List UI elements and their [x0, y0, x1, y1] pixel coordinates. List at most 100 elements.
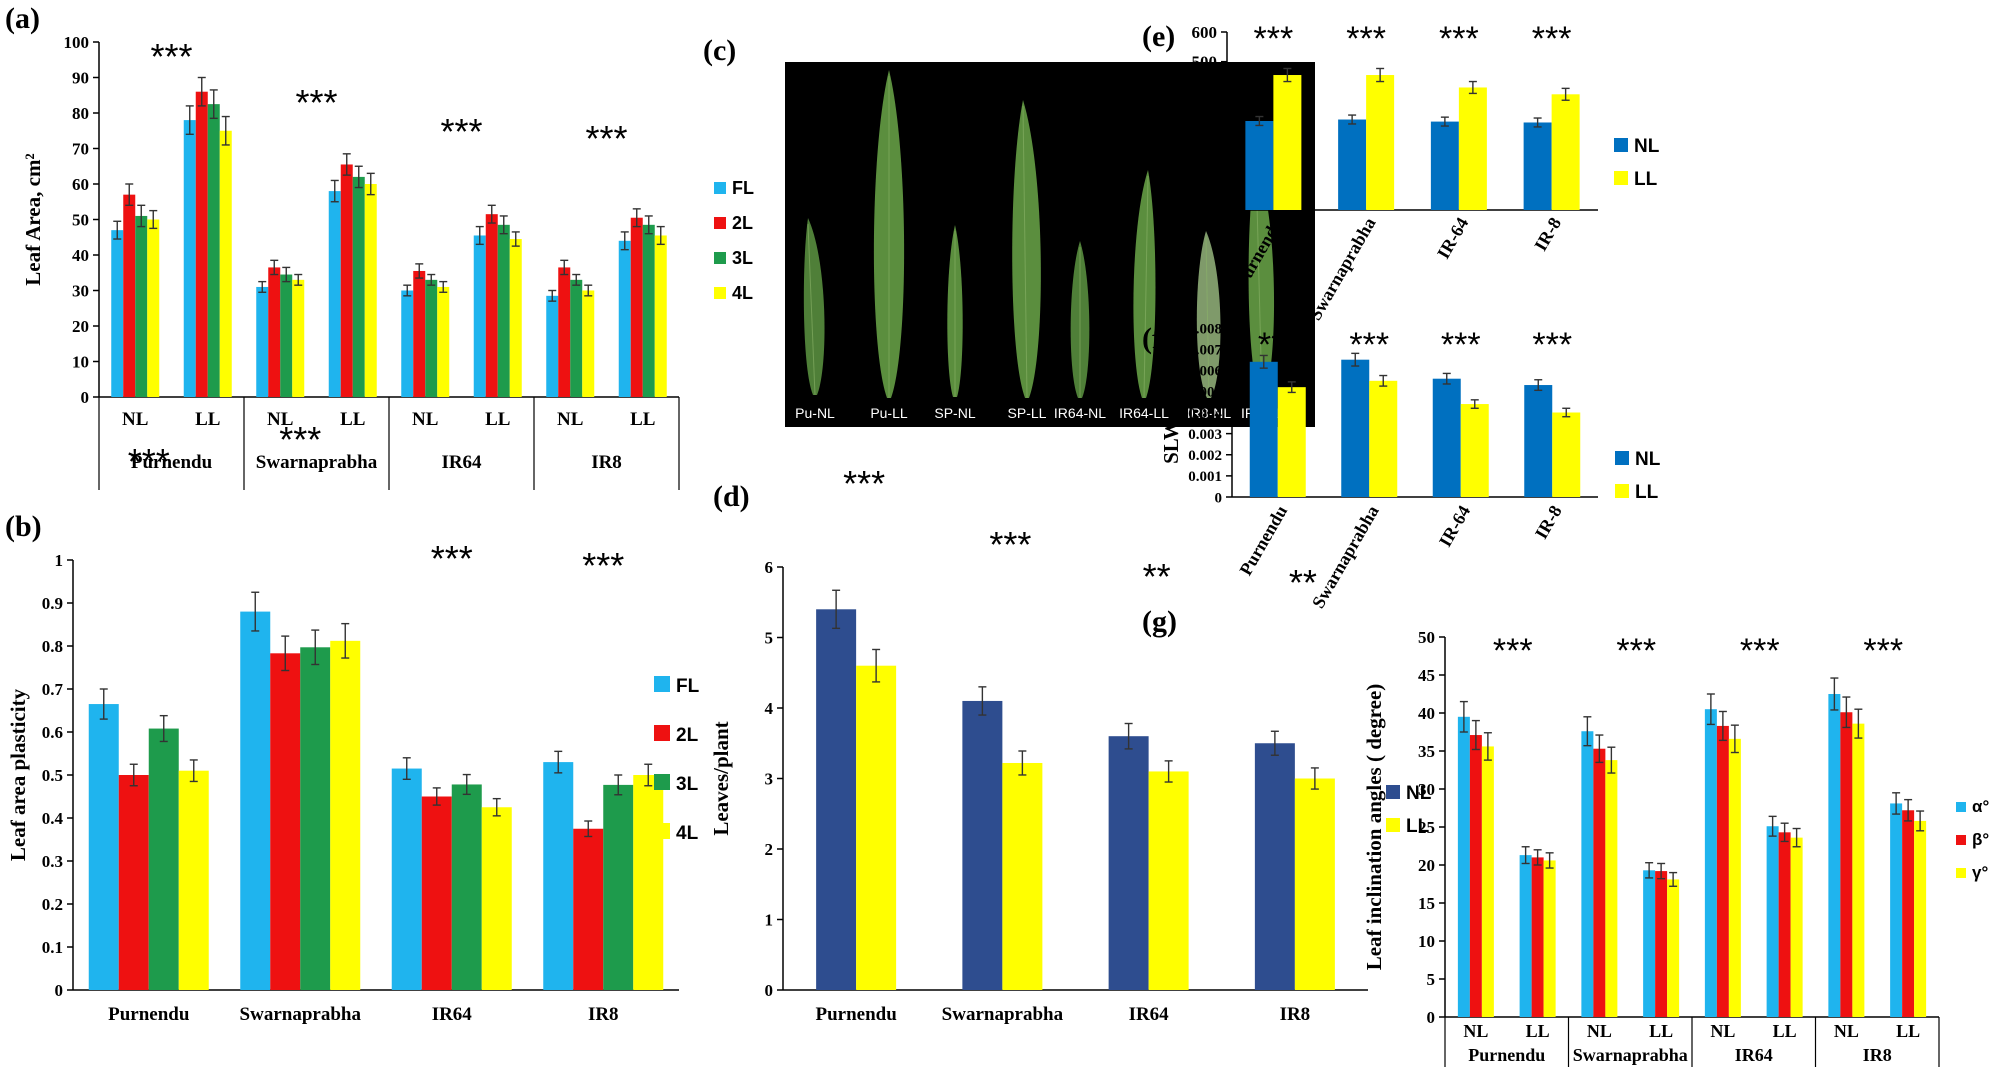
y-tick-label: 0.9 [42, 594, 63, 613]
bar-2L-6 [558, 267, 571, 397]
x-category-label: LL [485, 409, 510, 430]
bar--6 [1852, 723, 1865, 1017]
bar-LL-1 [1369, 380, 1398, 497]
x-category-label: LL [1649, 1021, 1673, 1041]
bar-2L-3 [340, 164, 353, 397]
x-category-label: Swarnaprabha [1308, 502, 1383, 612]
x-group-label: IR8 [1863, 1045, 1892, 1065]
bar-NL-3 [1254, 743, 1295, 990]
significance-marker: *** [279, 419, 321, 460]
chart-g: (g) 0 5 10 15 20 25 30 35 40 45 50 Leaf inclination … [1142, 605, 1989, 1067]
legend-swatch [1386, 785, 1400, 799]
chart-f: (f) 0 0.001 0.002 0.003 0.004 0.005 0.006 0.007 0… [1142, 321, 1661, 611]
y-tick-label: 200 [1192, 142, 1218, 161]
bar-4L-2 [292, 279, 305, 397]
panel-label-f: (f) [1142, 322, 1172, 355]
bar-FL-0 [111, 230, 124, 397]
significance-marker: *** [128, 441, 170, 482]
y-tick-label: 45 [1418, 666, 1435, 685]
bar-2L-1 [195, 91, 208, 397]
significance-marker: *** [989, 524, 1031, 565]
y-tick-label: 0.007 [1188, 342, 1222, 358]
y-tick-label: 0.6 [42, 723, 63, 742]
bar-NL-0 [1245, 121, 1274, 210]
y-tick-label: 500 [1192, 53, 1218, 72]
legend-label: LL [1635, 482, 1659, 503]
bar-NL-3 [1524, 385, 1553, 497]
bar-FL-2 [391, 768, 422, 990]
x-category-label: NL [1587, 1021, 1612, 1041]
x-category-label: Purnendu [108, 1004, 190, 1025]
legend-swatch [1614, 171, 1628, 185]
legend-label: NL [1406, 783, 1432, 804]
bar-LL-3 [1552, 412, 1581, 497]
bar-NL-0 [816, 609, 857, 990]
x-category-label: IR8 [588, 1004, 619, 1025]
bar-FL-7 [618, 240, 631, 397]
x-category-label: NL [412, 409, 438, 430]
legend-swatch [714, 217, 726, 229]
bar-3L-1 [207, 104, 220, 397]
y-tick-label: 90 [72, 68, 89, 87]
bar-3L-4 [425, 279, 438, 397]
bar-2L-0 [123, 194, 136, 397]
significance-marker: *** [1863, 632, 1903, 670]
leaf-shape [803, 218, 825, 395]
x-group-label: Swarnaprabha [1573, 1045, 1688, 1065]
x-category-label: LL [195, 409, 220, 430]
legend-swatch [1956, 868, 1966, 878]
y-tick-label: 0 [765, 981, 774, 1000]
leaf-label: SP-NL [934, 405, 975, 421]
bar-LL-2 [1148, 771, 1189, 990]
bar--4 [1716, 725, 1729, 1017]
bar-3L-3 [603, 784, 634, 990]
legend-swatch [654, 725, 670, 741]
bar-FL-2 [256, 286, 269, 397]
bar--0 [1457, 716, 1470, 1017]
bar--5 [1790, 837, 1803, 1017]
bar-NL-3 [1523, 122, 1552, 210]
y-tick-label: 10 [72, 352, 89, 371]
y-tick-label: 0 [1209, 201, 1218, 220]
significance-marker: *** [1740, 632, 1780, 670]
leaf-vein [1022, 105, 1028, 399]
significance-marker: ** [1289, 562, 1317, 603]
y-tick-label: 20 [1418, 856, 1435, 875]
y-tick-label: 0 [81, 388, 90, 407]
leaf-vein [1205, 236, 1210, 399]
y-tick-label: 5 [1427, 970, 1436, 989]
y-tick-label: 600 [1192, 23, 1218, 42]
significance-marker: *** [1254, 20, 1294, 58]
y-tick-label: 6 [765, 558, 774, 577]
leaf-label: IR8-NL [1187, 405, 1232, 421]
leaf-shape [1012, 100, 1041, 398]
bar-2L-5 [485, 214, 498, 397]
bar-4L-4 [437, 286, 450, 397]
significance-marker: *** [1441, 326, 1481, 364]
bar--0 [1481, 746, 1494, 1017]
y-tick-label: 2 [765, 840, 774, 859]
x-group-label: Swarnaprabha [256, 452, 378, 473]
bar-4L-3 [633, 775, 664, 990]
y-tick-label: 100 [1192, 171, 1218, 190]
x-category-label: LL [1773, 1021, 1797, 1041]
y-tick-label: 100 [64, 33, 90, 52]
y-tick-label: 0.004 [1188, 406, 1222, 422]
panel-label-a: (a) [5, 2, 40, 35]
bar-NL-1 [962, 700, 1003, 990]
y-tick-label: 20 [72, 317, 89, 336]
bar-NL-2 [1432, 378, 1461, 497]
x-category-label: IR8 [1280, 1004, 1311, 1025]
y-tick-label: 4 [765, 699, 774, 718]
y-tick-label: 5 [765, 628, 774, 647]
bar--0 [1469, 735, 1482, 1017]
y-tick-label: 0.3 [42, 852, 63, 871]
y-tick-label: 1 [765, 910, 774, 929]
significance-marker: *** [440, 111, 482, 152]
legend-label: FL [676, 676, 700, 697]
y-axis-label: Leaf inclination angles ( degree) [1362, 684, 1386, 971]
legend-label: 3L [676, 774, 699, 795]
bar-LL-3 [1551, 94, 1580, 210]
